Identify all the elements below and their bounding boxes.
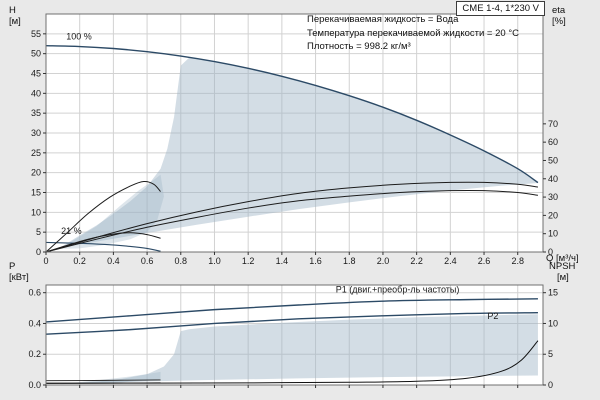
eta-axis-unit: [%]: [552, 16, 566, 27]
annotation-temperature: Температура перекачиваемой жидкости = 20…: [307, 27, 519, 39]
svg-text:60: 60: [548, 137, 558, 147]
svg-text:50: 50: [31, 49, 41, 59]
svg-text:20: 20: [31, 168, 41, 178]
svg-text:1.6: 1.6: [309, 256, 322, 266]
svg-text:2.2: 2.2: [410, 256, 423, 266]
svg-text:55: 55: [31, 29, 41, 39]
annotation-liquid: Перекачиваемая жидкость = Вода: [307, 14, 459, 25]
svg-text:30: 30: [31, 128, 41, 138]
svg-text:5: 5: [548, 349, 553, 359]
svg-text:5: 5: [36, 227, 41, 237]
svg-text:50: 50: [548, 155, 558, 165]
curve-p1-motor-plus-frequency-converter: [45, 298, 538, 323]
svg-text:70: 70: [548, 119, 558, 129]
svg-text:2.4: 2.4: [444, 256, 457, 266]
npsh-axis-symbol: NPSH: [549, 261, 576, 272]
curve-label: P1 (двиг.+преобр-ль частоты): [336, 285, 460, 295]
svg-text:0.8: 0.8: [175, 256, 188, 266]
curve-label: P2: [487, 311, 498, 321]
curve-p1-at-21-speed: [45, 379, 161, 382]
svg-text:40: 40: [548, 174, 558, 184]
curve-p2-shaft-power: [45, 311, 538, 335]
eta-axis-symbol: eta: [552, 5, 566, 16]
svg-text:30: 30: [548, 192, 558, 202]
svg-text:0: 0: [36, 247, 41, 257]
svg-text:0: 0: [548, 247, 553, 257]
pump-model-title-box: CME 1-4, 1*230 V: [456, 1, 545, 16]
svg-text:40: 40: [31, 88, 41, 98]
y-axis-label-eta: eta [%]: [552, 5, 566, 27]
curve-eta-at-21-speed-b: [45, 232, 161, 253]
curve-eta-pump: [45, 189, 539, 253]
svg-text:0.6: 0.6: [28, 288, 41, 298]
p-axis-unit: [кВт]: [9, 272, 29, 283]
svg-text:45: 45: [31, 69, 41, 79]
curve-label: 100 %: [66, 31, 92, 41]
svg-text:1.4: 1.4: [276, 256, 289, 266]
svg-text:0.4: 0.4: [28, 318, 41, 328]
curve-eta-at-21-speed-a: [45, 180, 161, 253]
svg-text:25: 25: [31, 148, 41, 158]
svg-text:0.6: 0.6: [141, 256, 154, 266]
curve-h-at-100-speed: [45, 45, 539, 184]
svg-text:0.0: 0.0: [28, 380, 41, 390]
svg-text:2.8: 2.8: [511, 256, 524, 266]
svg-text:10: 10: [548, 318, 558, 328]
curve-eta-total: [45, 181, 539, 253]
annotation-density: Плотность = 998.2 кг/м³: [307, 41, 411, 52]
x-axis-label-q: Q [м³/ч]: [546, 253, 579, 264]
h-axis-symbol: H: [9, 5, 16, 16]
svg-text:10: 10: [31, 207, 41, 217]
svg-text:35: 35: [31, 108, 41, 118]
y-axis-label-p: P [кВт]: [9, 261, 29, 283]
svg-text:1.8: 1.8: [343, 256, 356, 266]
svg-text:0: 0: [548, 380, 553, 390]
svg-text:0.4: 0.4: [107, 256, 120, 266]
svg-text:15: 15: [31, 188, 41, 198]
svg-text:2.6: 2.6: [478, 256, 491, 266]
svg-text:2.0: 2.0: [377, 256, 390, 266]
svg-text:0: 0: [43, 256, 48, 266]
condition-annotations: Перекачиваемая жидкость = Вода Температу…: [307, 13, 519, 54]
svg-text:10: 10: [548, 229, 558, 239]
h-axis-unit: [м]: [9, 16, 21, 27]
y-axis-label-h: H [м]: [9, 5, 21, 27]
curve-npsh: [45, 340, 539, 384]
npsh-axis-unit: [м]: [557, 272, 569, 283]
svg-text:1.2: 1.2: [242, 256, 255, 266]
svg-text:15: 15: [548, 288, 558, 298]
curve-label: 21 %: [61, 226, 82, 236]
svg-text:0.2: 0.2: [28, 349, 41, 359]
svg-text:20: 20: [548, 210, 558, 220]
p-axis-symbol: P: [9, 261, 16, 272]
y-axis-label-npsh: NPSH [м]: [549, 261, 575, 283]
svg-text:0.2: 0.2: [73, 256, 86, 266]
svg-text:1.0: 1.0: [208, 256, 221, 266]
